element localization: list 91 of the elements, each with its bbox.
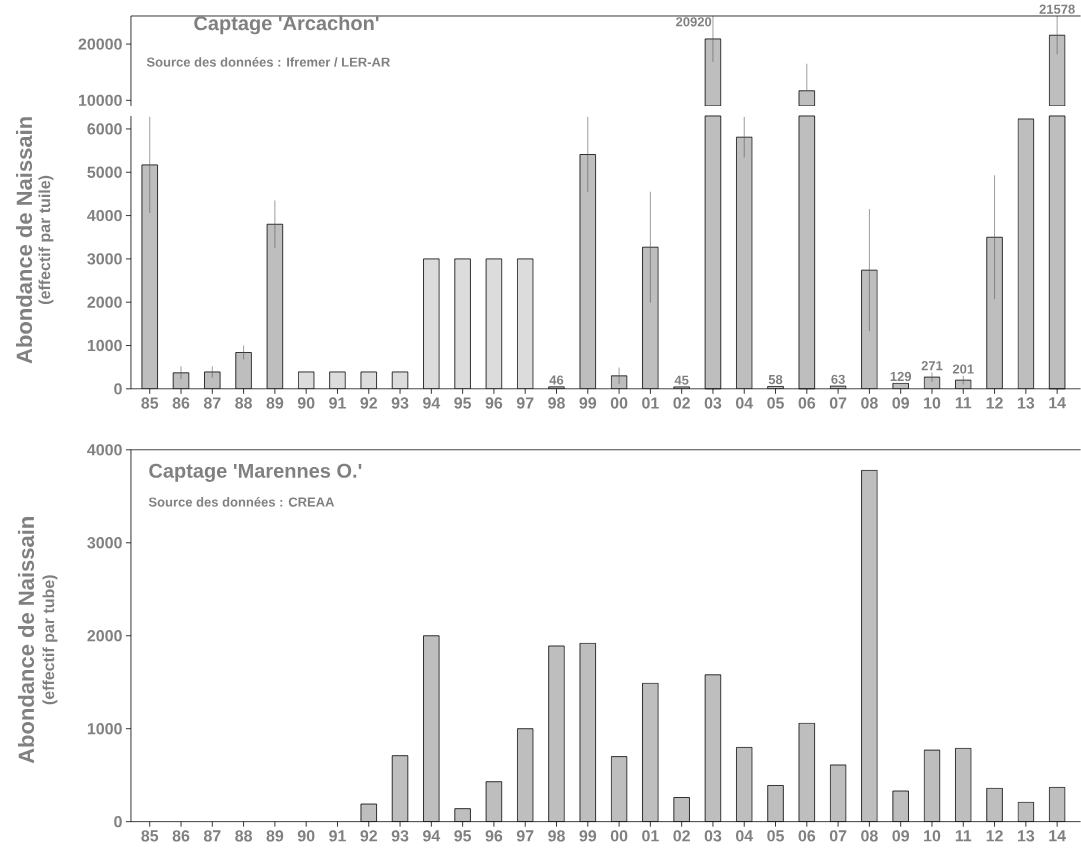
x-tick-label: 12	[986, 397, 1003, 409]
x-tick-label: 96	[485, 397, 503, 409]
y-axis-title: Abondance de Naissain	[15, 117, 33, 364]
x-tick-label: 88	[235, 397, 252, 409]
data-label: 271	[921, 361, 943, 371]
x-tick-label: 86	[172, 397, 190, 409]
x-tick-label: 98	[548, 397, 565, 409]
text: Source des données : Ifremer / LER-AR	[146, 57, 390, 68]
y-tick-label: 2000	[87, 296, 122, 309]
x-tick-label: 90	[297, 397, 315, 409]
x-tick-label: 05	[767, 397, 784, 409]
x-tick-label: 09	[892, 830, 909, 842]
x-tick-label: 06	[798, 830, 816, 842]
x-tick-label: 04	[735, 397, 754, 409]
data-label: 63	[831, 374, 845, 385]
x-tick-label: 99	[579, 830, 597, 842]
x-tick-label: 05	[767, 830, 784, 842]
y-tick-label: 4000	[87, 210, 122, 222]
y-tick-label: 20000	[78, 38, 122, 50]
x-tick-label: 85	[141, 397, 159, 409]
x-tick-label: 08	[861, 397, 878, 409]
data-label: 58	[768, 375, 783, 385]
x-tick-label: 02	[673, 397, 690, 409]
x-tick-label: 09	[892, 397, 909, 409]
text: Captage 'Marennes O.'	[149, 463, 362, 483]
x-tick-label: 07	[829, 830, 847, 842]
x-tick-label: 01	[642, 397, 659, 409]
x-tick-label: 11	[955, 397, 972, 409]
x-tick-label: 02	[673, 830, 690, 842]
x-tick-label: 08	[861, 830, 878, 842]
x-tick-label: 86	[172, 830, 190, 842]
data-label: 201	[952, 364, 974, 374]
x-tick-label: 11	[955, 830, 972, 842]
x-tick-label: 89	[266, 397, 284, 409]
data-label: 21578	[1039, 4, 1075, 14]
x-tick-label: 13	[1017, 830, 1035, 842]
x-tick-label: 93	[391, 830, 409, 842]
x-tick-label: 92	[360, 830, 378, 842]
y-tick-label: 6000	[87, 123, 122, 135]
x-tick-label: 95	[454, 397, 472, 409]
x-tick-label: 99	[579, 397, 597, 409]
x-tick-label: 07	[829, 397, 847, 409]
x-tick-label: 12	[986, 830, 1003, 842]
y-tick-label: 10000	[78, 94, 122, 107]
x-tick-label: 00	[610, 397, 628, 409]
x-tick-label: 87	[203, 397, 221, 409]
data-label: 129	[890, 372, 912, 382]
y-tick-label: 0	[114, 816, 122, 828]
x-tick-label: 94	[423, 397, 441, 409]
y-tick-label: 1000	[87, 340, 122, 352]
x-tick-label: 04	[735, 830, 754, 842]
x-tick-label: 87	[203, 830, 221, 842]
x-tick-label: 93	[391, 397, 409, 409]
x-tick-label: 01	[642, 830, 659, 842]
data-label: 46	[549, 375, 564, 385]
x-tick-label: 96	[485, 830, 503, 842]
text: (effectif par tube)	[42, 575, 58, 705]
x-tick-label: 95	[454, 830, 472, 842]
x-tick-label: 97	[516, 830, 534, 842]
y-axis-title: Abondance de Naissain	[17, 517, 35, 764]
text: (effectif par tuile)	[38, 175, 54, 305]
x-tick-label: 97	[516, 397, 534, 409]
x-tick-label: 94	[423, 830, 441, 842]
y-tick-label: 0	[114, 383, 122, 395]
text: Source des données : CREAA	[148, 497, 335, 507]
x-tick-label: 10	[924, 830, 941, 842]
y-tick-label: 2000	[87, 630, 122, 642]
x-tick-label: 91	[329, 397, 346, 409]
x-tick-label: 88	[235, 830, 252, 842]
x-tick-label: 00	[610, 830, 628, 842]
y-tick-label: 4000	[87, 444, 122, 456]
y-tick-label: 3000	[87, 537, 122, 549]
x-tick-label: 98	[548, 830, 565, 842]
data-label: 20920	[676, 17, 712, 27]
x-tick-label: 13	[1017, 397, 1035, 409]
y-tick-label: 3000	[87, 253, 122, 265]
x-tick-label: 03	[704, 830, 722, 842]
x-tick-label: 89	[266, 830, 284, 842]
x-tick-label: 06	[798, 397, 816, 409]
y-tick-label: 5000	[87, 166, 122, 179]
data-label: 45	[674, 375, 689, 385]
x-tick-label: 03	[704, 397, 722, 409]
x-tick-label: 14	[1049, 397, 1066, 409]
y-tick-label: 1000	[87, 723, 122, 735]
x-tick-label: 90	[297, 830, 315, 842]
chart-title: Captage 'Arcachon'	[194, 15, 379, 35]
x-tick-label: 92	[360, 397, 378, 409]
x-tick-label: 10	[924, 397, 941, 409]
x-tick-label: 14	[1049, 830, 1066, 842]
x-tick-label: 85	[141, 830, 159, 842]
x-tick-label: 91	[329, 830, 346, 842]
